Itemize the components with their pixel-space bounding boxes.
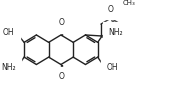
Text: CH₃: CH₃	[123, 0, 136, 6]
Text: OH: OH	[3, 28, 15, 37]
Text: O: O	[59, 72, 65, 81]
Text: NH₂: NH₂	[1, 63, 16, 72]
Text: NH₂: NH₂	[108, 28, 123, 37]
Text: OH: OH	[106, 63, 118, 72]
Text: O: O	[108, 5, 114, 14]
Text: O: O	[59, 18, 65, 27]
